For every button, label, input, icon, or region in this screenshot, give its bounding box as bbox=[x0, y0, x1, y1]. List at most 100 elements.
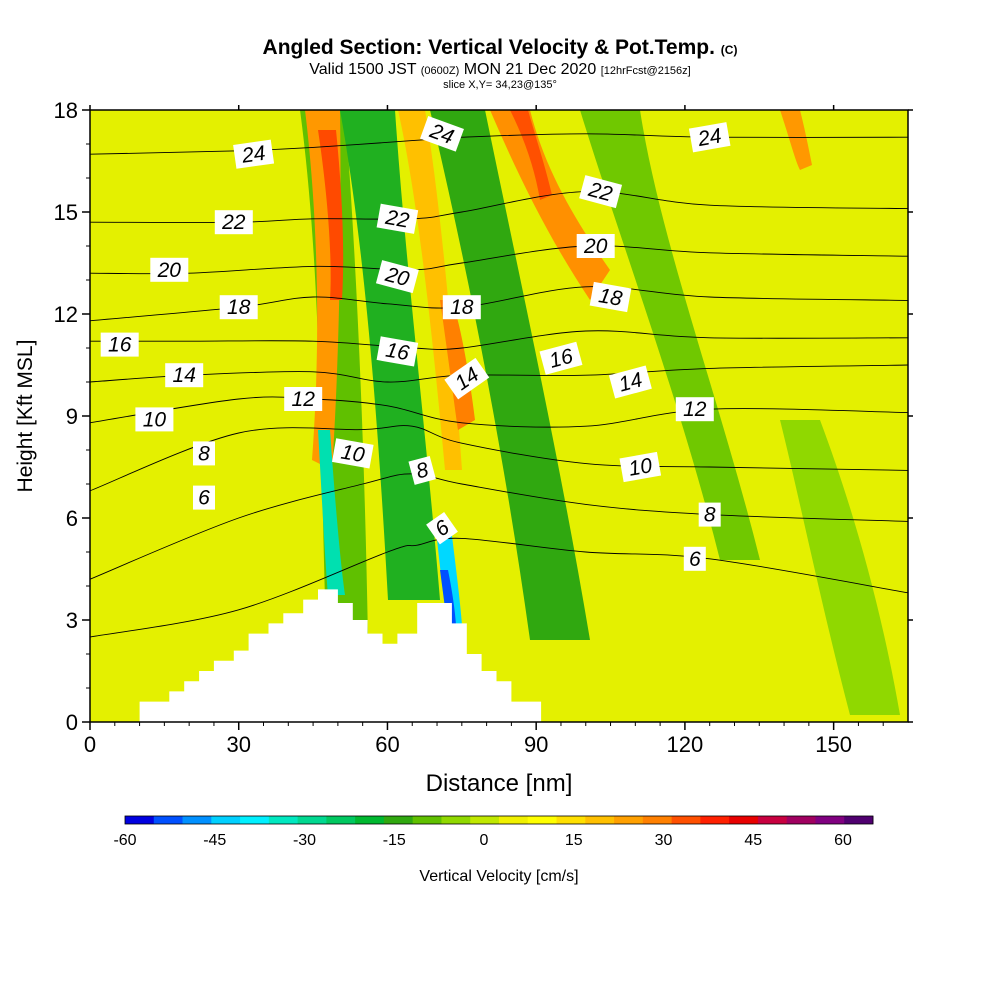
contour-label: 20 bbox=[150, 257, 189, 282]
colorbar-swatch bbox=[614, 816, 644, 824]
contour-label: 20 bbox=[576, 234, 615, 258]
contour-label-box bbox=[619, 451, 662, 483]
contour-label: 24 bbox=[233, 139, 275, 169]
colorbar-tick-label: -60 bbox=[113, 832, 136, 849]
colorbar-tick-label: -30 bbox=[293, 832, 316, 849]
valid-prefix: Valid 1500 JST bbox=[309, 61, 417, 78]
contour-label-box bbox=[426, 512, 458, 545]
contour-label-text: 20 bbox=[583, 235, 608, 258]
contour-label-box bbox=[376, 336, 419, 367]
field-band-cyan-1 bbox=[318, 430, 345, 595]
colorbar-tick-label: 60 bbox=[834, 832, 852, 849]
colorbar-swatch bbox=[441, 816, 471, 824]
contour-label-text: 8 bbox=[704, 504, 716, 527]
contour-label-box bbox=[375, 260, 419, 294]
contour-label-box bbox=[683, 546, 706, 571]
colorbar-swatch bbox=[499, 816, 529, 824]
contour-label-text: 22 bbox=[383, 206, 411, 233]
field-band-red-2 bbox=[510, 110, 552, 200]
contour-label-text: 10 bbox=[143, 408, 167, 431]
colorbar-swatch bbox=[240, 816, 270, 824]
contour-label: 8 bbox=[698, 502, 721, 527]
colorbar-swatch bbox=[786, 816, 816, 824]
contour-label: 24 bbox=[688, 122, 731, 153]
forecast-info: [12hrFcst@2156z] bbox=[600, 65, 691, 77]
contour-label-text: 20 bbox=[157, 259, 182, 282]
contour-label-box bbox=[576, 234, 615, 258]
colorbar-swatch bbox=[556, 816, 586, 824]
valid-utc: (0600Z) bbox=[420, 65, 460, 77]
chart-subtitle: Valid 1500 JST (0600Z) MON 21 Dec 2020 [… bbox=[0, 62, 1000, 79]
y-tick-label: 3 bbox=[66, 608, 78, 633]
contour-label-box bbox=[193, 485, 215, 510]
x-tick-label: 30 bbox=[226, 732, 250, 757]
slice-info: slice X,Y= 34,23@135° bbox=[443, 79, 557, 91]
contour-label-box bbox=[539, 341, 583, 375]
contour-label-text: 10 bbox=[339, 441, 366, 468]
colorbar-swatch bbox=[383, 816, 414, 824]
colorbar-swatch bbox=[211, 816, 241, 824]
contour-label-text: 16 bbox=[108, 334, 132, 357]
contour-label: 16 bbox=[100, 332, 139, 357]
x-axis-label: Distance [nm] bbox=[426, 770, 573, 797]
colorbar-swatch bbox=[297, 816, 327, 824]
x-tick-label: 120 bbox=[667, 732, 704, 757]
theta-contour-6 bbox=[90, 537, 908, 638]
contour-label-text: 18 bbox=[227, 296, 251, 319]
contour-label-box bbox=[332, 438, 374, 469]
contour-label-text: 8 bbox=[198, 442, 210, 465]
contour-label: 16 bbox=[376, 336, 419, 367]
chart-title: Angled Section: Vertical Velocity & Pot.… bbox=[0, 36, 1000, 62]
colorbar-swatch bbox=[815, 816, 845, 824]
contour-label: 14 bbox=[608, 365, 652, 399]
colorbar-swatch bbox=[700, 816, 730, 824]
theta-contour-12 bbox=[90, 396, 908, 428]
contour-label-box bbox=[100, 332, 139, 357]
field-band-orange-5 bbox=[780, 110, 812, 170]
colorbar-label: Vertical Velocity [cm/s] bbox=[419, 868, 578, 885]
contour-label-text: 6 bbox=[198, 487, 210, 510]
contour-label-text: 12 bbox=[292, 388, 316, 411]
theta-contour-10 bbox=[90, 425, 908, 492]
colorbar-swatch bbox=[585, 816, 615, 824]
field-band-green-4 bbox=[580, 110, 760, 560]
colorbar-frame bbox=[124, 815, 874, 825]
contour-label-box bbox=[193, 441, 215, 466]
contour-label: 22 bbox=[214, 210, 253, 235]
x-tick-label: 150 bbox=[815, 732, 852, 757]
valid-date: MON 21 Dec 2020 bbox=[463, 61, 597, 78]
contour-label-text: 18 bbox=[597, 284, 624, 311]
y-tick-label: 0 bbox=[66, 710, 78, 735]
contour-label-box bbox=[698, 502, 721, 527]
y-tick-label: 12 bbox=[54, 302, 78, 327]
contour-label-box bbox=[214, 210, 253, 235]
contour-label: 6 bbox=[193, 485, 215, 510]
contour-label-box bbox=[589, 281, 632, 313]
chart-title-unit: (C) bbox=[720, 43, 738, 57]
y-tick-label: 9 bbox=[66, 404, 78, 429]
colorbar-tick-label: -15 bbox=[383, 832, 406, 849]
colorbar-tick-label: 15 bbox=[565, 832, 583, 849]
contour-label-text: 24 bbox=[240, 142, 267, 168]
contour-label-text: 22 bbox=[221, 211, 246, 234]
contour-label: 22 bbox=[376, 203, 419, 234]
contour-label-box bbox=[688, 122, 731, 153]
contour-label-box bbox=[150, 257, 189, 282]
chart-title-block: Angled Section: Vertical Velocity & Pot.… bbox=[0, 36, 1000, 91]
contour-label-box bbox=[135, 407, 174, 432]
y-tick-label: 15 bbox=[54, 200, 78, 225]
colorbar-swatch bbox=[355, 816, 385, 824]
colorbar-tick-label: 45 bbox=[744, 832, 762, 849]
contour-label: 6 bbox=[683, 546, 706, 571]
field-band-green-5 bbox=[780, 420, 900, 715]
contour-label-box bbox=[376, 203, 419, 234]
chart-title-text: Angled Section: Vertical Velocity & Pot.… bbox=[262, 36, 715, 59]
colorbar: -60 -45 -30 -15 0 15 30 45 60 bbox=[113, 815, 874, 849]
contour-label-text: 16 bbox=[384, 339, 411, 366]
contour-label: 14 bbox=[165, 363, 204, 388]
contour-label-text: 24 bbox=[695, 124, 723, 151]
colorbar-swatch bbox=[182, 816, 212, 824]
contour-label: 10 bbox=[619, 451, 662, 483]
chart-axes: 0 30 60 90 120 150 0 3 6 9 12 15 18 bbox=[54, 98, 913, 757]
theta-contour-16 bbox=[90, 330, 908, 350]
